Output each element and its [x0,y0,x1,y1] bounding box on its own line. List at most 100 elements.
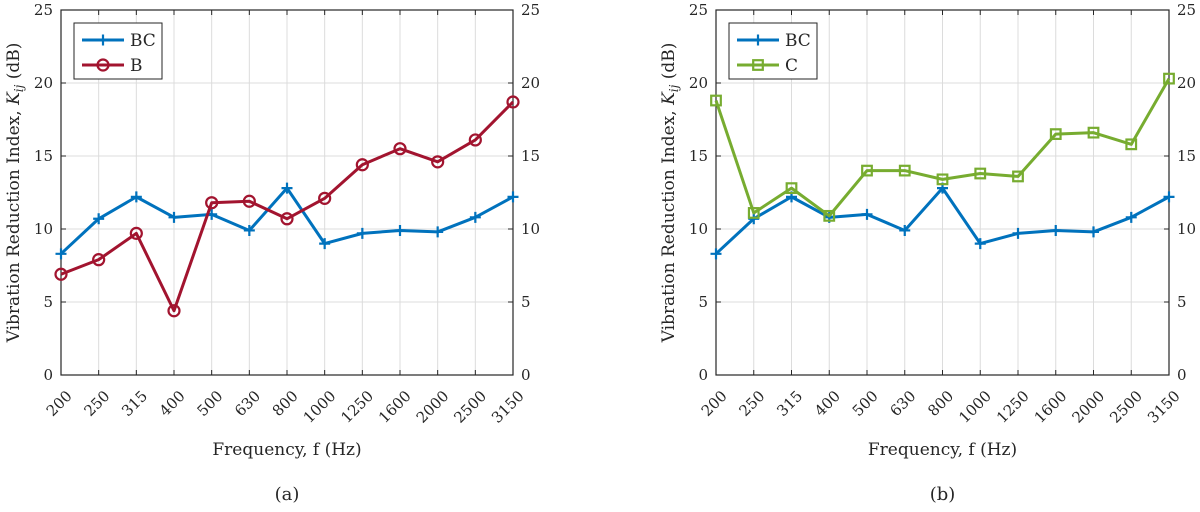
panel-a-x-tick-label: 3150 [488,387,528,427]
panel-a-y-axis-label-symbol: K [4,91,24,106]
panel-a-x-tick-label: 2500 [450,387,490,427]
panel-b-series-bc-point-marker [899,224,911,236]
panel-b-legend-c-label: C [785,56,798,76]
panel-a-x-tick-label: 500 [193,387,226,420]
panel-b-series-bc-point-marker [1012,227,1024,239]
panel-a-y-tick-label-right: 5 [521,293,531,311]
panel-a-series-b-point-marker [129,226,143,240]
panel-b-series-bc-point-marker [710,248,722,260]
panel-a-series-b-point-marker [54,267,68,281]
panel-a-series-b-point-marker [355,158,369,172]
panel-a-series-bc-point-marker [168,211,180,223]
panel-a-series-b-point-marker [506,95,520,109]
panel-a-series-bc-point-marker [356,227,368,239]
panel-b-legend-c-marker [752,59,764,71]
panel-a-y-tick-label: 20 [34,74,53,92]
panel-b-y-tick-label-right: 0 [1177,366,1187,384]
panel-a-x-tick-label: 1600 [375,387,415,427]
panel-b-series-c-point-marker [747,207,760,219]
panel-a-y-tick-label-right: 20 [521,74,540,92]
panel-b-series-bc-point-marker [1088,226,1099,238]
panel-a-x-tick-label: 800 [269,387,302,420]
panel-b-series-c-point-marker [1087,126,1100,139]
panel-b-legend: BC C [728,22,818,80]
panel-a-x-axis-label: Frequency, f (Hz) [212,440,361,460]
panel-b-x-tick-label: 2000 [1069,387,1109,427]
panel-b-series-bc-point-marker [1163,191,1175,203]
panel-a-x-tick-label: 1000 [300,387,340,427]
panel-b-y-axis-label-unit: (dB) [659,43,679,85]
panel-b-x-tick-label: 800 [924,387,957,420]
panel-b-x-tick-label: 630 [887,387,920,420]
panel-a-x-tick-label: 400 [156,387,189,420]
panel-b-caption: (b) [930,484,956,505]
panel-b-series-c-point-marker [974,167,987,180]
panel-b-x-tick-label: 250 [736,387,769,420]
panel-b-series-c-point-marker [1163,72,1175,85]
panel-b-y-tick-label: 10 [689,220,708,238]
panel-a-y-tick-label: 5 [43,293,53,311]
panel-a-series-b [54,95,520,318]
panel-b-series-c-point-marker [1012,170,1024,183]
panel-b-y-axis-label-text: Vibration Reduction Index, [659,105,679,344]
panel-b-series-bc-point-marker [974,238,986,250]
panel-b-x-tick-label: 2500 [1106,387,1146,427]
panel-b-x-tick-label: 3150 [1144,387,1184,427]
panel-a-y-tick-label: 25 [34,1,53,19]
panel-b-x-tick-label: 315 [773,387,806,420]
panel-b-y-axis-label-symbol: K [659,91,679,106]
panel-b-series-bc-point-marker [861,208,873,220]
panel-b-series-c-point-marker [861,164,873,177]
panel-b-series-c-point-marker [823,209,836,222]
panel-a-y-tick-label-right: 15 [521,147,540,165]
panel-b-y-tick-label-right: 10 [1177,220,1196,238]
panel-a-y-axis-label-unit: (dB) [4,43,24,85]
panel-b-series-c-point-marker [710,94,722,107]
panel-b-y-tick-label-right: 20 [1177,74,1196,92]
panel-a-series-bc-point-marker [319,238,331,250]
panel-a-series-bc-point-marker [432,226,444,238]
panel-a-y-tick-label-right: 10 [521,220,540,238]
panel-a-legend: BC B [73,22,163,80]
panel-b-legend-bc-label: BC [785,31,811,51]
panel-b-x-tick-label: 400 [811,387,844,420]
panel-a-series-b-point-marker [468,133,482,147]
panel-a-y-axis-label-subscript: ij [12,84,26,92]
panel-a-x-tick-label: 315 [118,387,151,420]
panel-b-series-c-point-marker [1049,128,1062,141]
panel-a-y-axis-label: Vibration Reduction Index, Kij (dB) [4,43,26,344]
panel-b-x-tick-label: 1250 [993,387,1033,427]
panel-b-legend-box [728,22,818,80]
panel-a-series-bc-point-marker [507,191,519,203]
panel-a-series-b-point-marker [318,191,332,205]
panel-a-series-bc-point-marker [55,248,67,260]
panel-a-series-bc [55,182,519,260]
panel-a-series-b-point-marker [242,194,256,208]
panel-a-y-tick-label: 0 [43,366,53,384]
panel-a-y-tick-label: 10 [34,220,53,238]
panel-a-legend-b-marker [96,58,110,72]
panel-b-y-tick-label-right: 15 [1177,147,1196,165]
panel-b-y-tick-label: 25 [689,1,708,19]
panel-a-legend-bc-marker [97,34,109,46]
panel-b-series-bc-point-marker [1125,211,1137,223]
panel-b-y-tick-label: 5 [698,293,708,311]
panel-a-x-tick-label: 200 [43,387,76,420]
panel-b-series-c-point-marker [936,173,949,186]
panel-b-x-tick-label: 200 [698,387,731,420]
panel-a-x-tick-label: 1250 [337,387,377,427]
panel-b-y-axis-label-subscript: ij [667,84,681,92]
panel-b-series-c-point-marker [785,182,798,195]
panel-a-legend-b-label: B [130,56,143,76]
panel-b-y-tick-label: 0 [698,366,708,384]
panel-b-series-c-line [714,77,1171,218]
panel-a-caption: (a) [275,484,300,505]
panel-b-y-tick-label-right: 5 [1177,293,1187,311]
panel-a-series-bc-point-marker [243,224,255,236]
panel-b-series-c [710,72,1175,222]
panel-b-y-tick-label: 20 [689,74,708,92]
panel-b: 200 250 315 400 500 630 8001000125016002000250… [659,1,1196,505]
panel-a-y-tick-label-right: 25 [521,1,540,19]
